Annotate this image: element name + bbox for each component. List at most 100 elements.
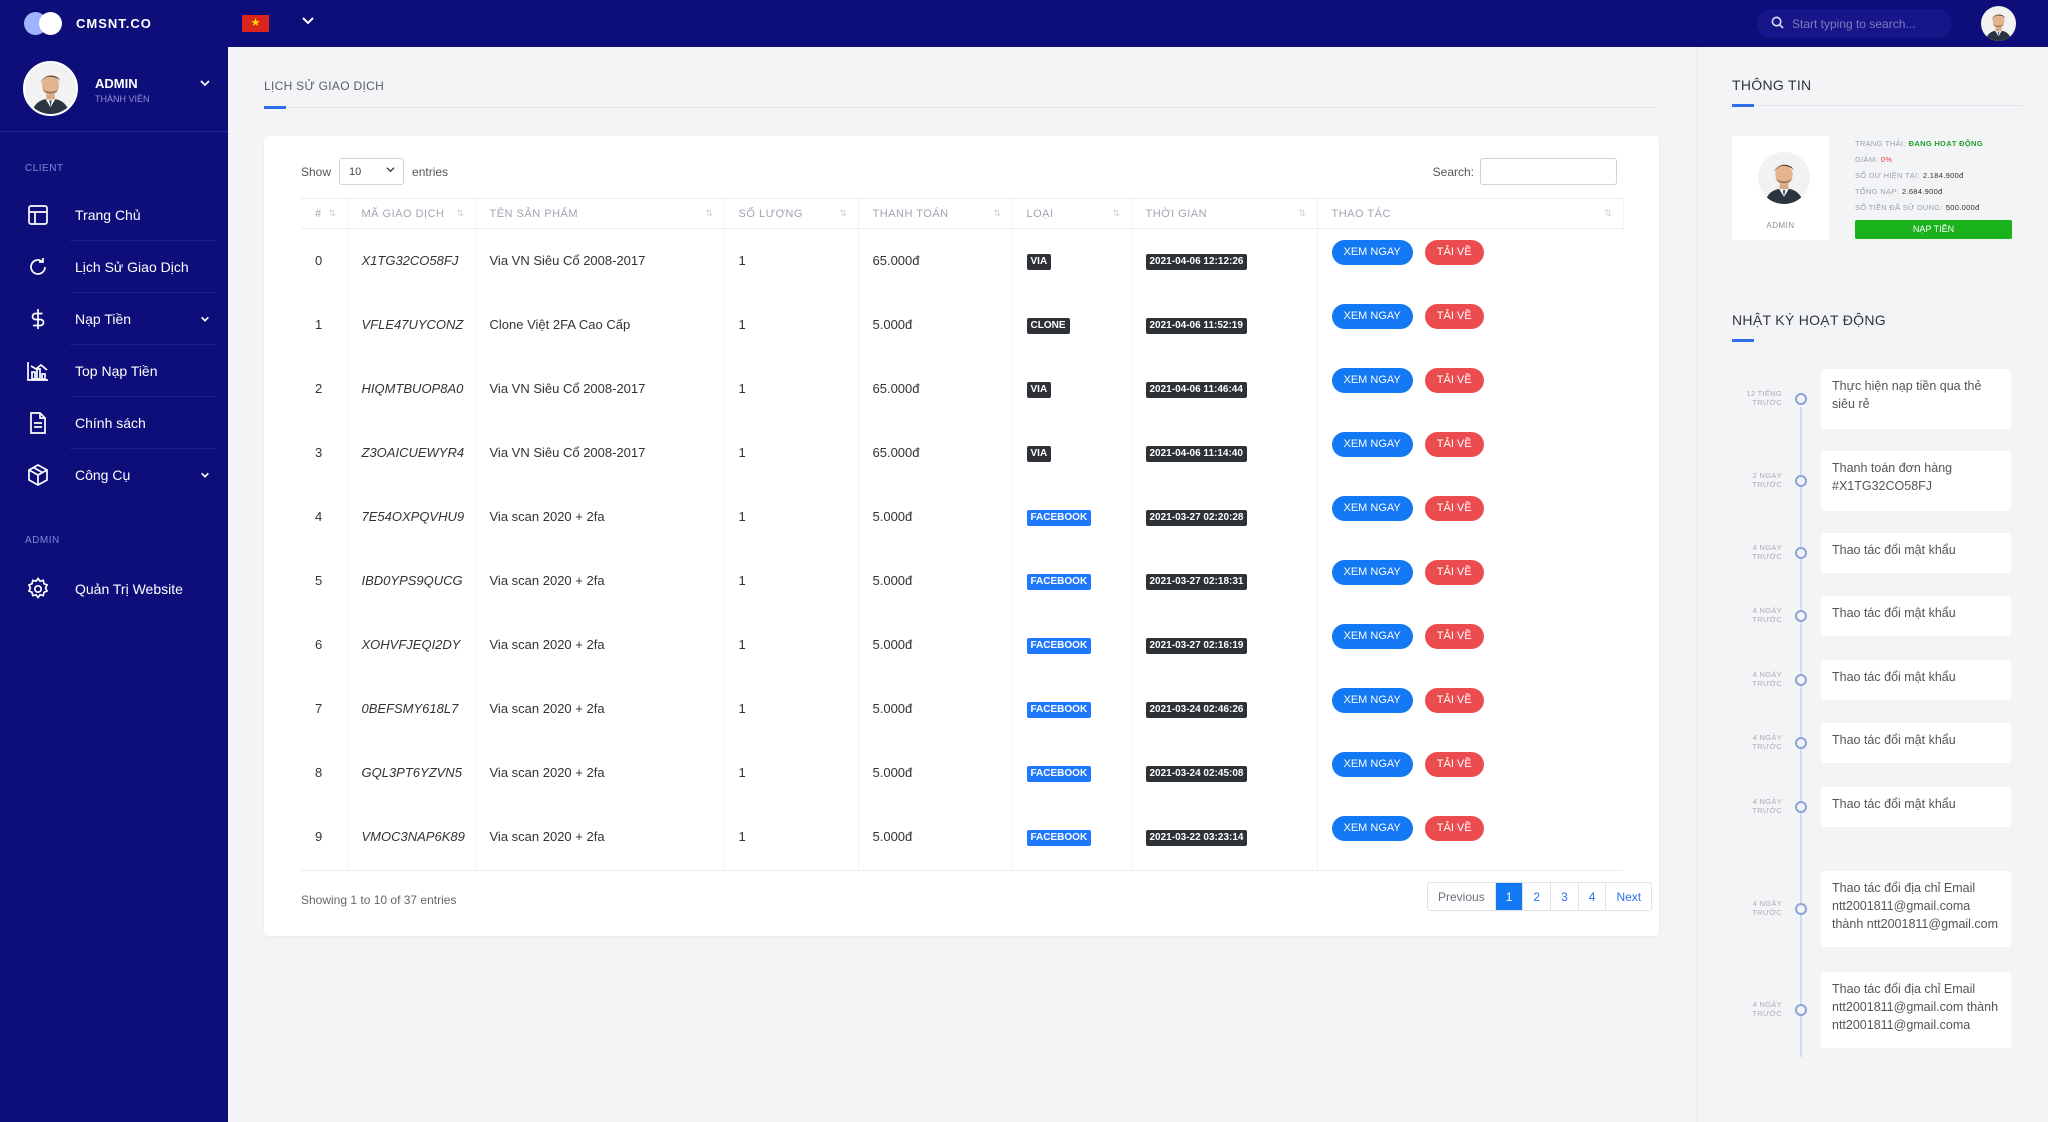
payment-amount: 65.000đ	[858, 420, 1013, 485]
sidebar: ADMIN THÀNH VIÊN CLIENT Trang Chủ Lịch S…	[0, 47, 228, 1122]
language-chevron-down-icon[interactable]	[300, 13, 316, 34]
pagination-previous[interactable]: Previous	[1428, 883, 1496, 910]
sort-icon: ⇅	[993, 208, 1002, 218]
type-cell: VIA	[1012, 420, 1132, 485]
entries-select[interactable]: 10	[339, 158, 405, 185]
pagination-page-2[interactable]: 2	[1523, 883, 1552, 910]
column-header[interactable]: THỜI GIAN ⇅	[1131, 198, 1318, 229]
type-badge: VIA	[1026, 253, 1052, 270]
download-button[interactable]: TẢI VỀ	[1424, 752, 1484, 777]
pagination-page-4[interactable]: 4	[1579, 883, 1607, 910]
global-search-input[interactable]	[1792, 16, 1942, 31]
activity-log-title: NHẬT KÝ HOẠT ĐỘNG	[1732, 312, 1886, 328]
sidebar-item-policy[interactable]: Chính sách	[0, 397, 228, 449]
product-name: Via scan 2020 + 2fa	[475, 804, 725, 869]
transaction-code: VFLE47UYCONZ	[347, 292, 476, 357]
sort-icon: ⇅	[456, 208, 465, 218]
download-button[interactable]: TẢI VỀ	[1424, 368, 1484, 393]
column-header[interactable]: THANH TOÁN ⇅	[858, 198, 1013, 229]
sidebar-item-tools[interactable]: Công Cụ	[0, 449, 228, 501]
type-cell: FACEBOOK	[1012, 804, 1132, 869]
table-info: Showing 1 to 10 of 37 entries	[301, 893, 457, 907]
download-button[interactable]: TẢI VỀ	[1424, 304, 1484, 329]
actions-cell: XEM NGAY TẢI VỀ	[1317, 677, 1623, 741]
vietnam-flag-icon[interactable]: ★	[242, 15, 269, 32]
sidebar-item-transaction-history[interactable]: Lịch Sử Giao Dịch	[0, 241, 228, 293]
time-cell: 2021-03-24 02:45:08	[1131, 740, 1318, 805]
view-now-button[interactable]: XEM NGAY	[1331, 560, 1413, 585]
column-header[interactable]: # ⇅	[301, 198, 348, 229]
document-icon	[26, 411, 50, 435]
activity-text: Thao tác đổi mật khẩu	[1821, 723, 2011, 763]
table-search-input[interactable]	[1480, 158, 1617, 185]
column-header[interactable]: THAO TÁC ⇅	[1317, 198, 1624, 229]
user-avatar[interactable]	[1981, 6, 2016, 41]
time-cell: 2021-03-27 02:20:28	[1131, 484, 1318, 549]
view-now-button[interactable]: XEM NGAY	[1331, 304, 1413, 329]
activity-text: Thanh toán đơn hàng #X1TG32CO58FJ	[1821, 451, 2011, 511]
sidebar-user-profile[interactable]: ADMIN THÀNH VIÊN	[23, 61, 213, 121]
global-search	[1757, 9, 1952, 38]
transaction-code: 0BEFSMY618L7	[347, 676, 476, 741]
download-button[interactable]: TẢI VỀ	[1424, 624, 1484, 649]
sidebar-item-top-topup[interactable]: Top Nạp Tiền	[0, 345, 228, 397]
user-role: THÀNH VIÊN	[95, 94, 150, 104]
column-header[interactable]: LOẠI ⇅	[1012, 198, 1132, 229]
transaction-code: XOHVFJEQI2DY	[347, 612, 476, 677]
bar-chart-icon	[26, 359, 50, 383]
product-name: Via VN Siêu Cổ 2008-2017	[475, 228, 725, 293]
row-index: 5	[301, 548, 348, 613]
view-now-button[interactable]: XEM NGAY	[1331, 368, 1413, 393]
view-now-button[interactable]: XEM NGAY	[1331, 816, 1413, 841]
topup-button[interactable]: NẠP TIỀN	[1855, 220, 2012, 239]
gear-icon	[26, 577, 50, 601]
chevron-down-icon	[200, 468, 210, 483]
product-name: Via scan 2020 + 2fa	[475, 740, 725, 805]
search-icon	[1771, 16, 1784, 32]
timeline-axis	[1800, 407, 1802, 1057]
download-button[interactable]: TẢI VỀ	[1424, 496, 1484, 521]
download-button[interactable]: TẢI VỀ	[1424, 432, 1484, 457]
time-cell: 2021-04-06 11:14:40	[1131, 420, 1318, 485]
quantity: 1	[724, 484, 859, 549]
title-accent	[1732, 339, 1754, 342]
pagination-next[interactable]: Next	[1616, 889, 1642, 904]
view-now-button[interactable]: XEM NGAY	[1331, 624, 1413, 649]
download-button[interactable]: TẢI VỀ	[1424, 816, 1484, 841]
sidebar-item-label: Quản Trị Website	[75, 581, 183, 597]
column-header[interactable]: TÊN SẢN PHẨM ⇅	[475, 198, 725, 229]
time-cell: 2021-04-06 11:52:19	[1131, 292, 1318, 357]
activity-text: Thao tác đổi mật khẩu	[1821, 596, 2011, 636]
logo-icon	[24, 12, 66, 35]
sort-icon: ⇅	[839, 208, 848, 218]
status-row: TRẠNG THÁI: ĐANG HOẠT ĐỘNG	[1855, 139, 1983, 148]
download-button[interactable]: TẢI VỀ	[1424, 560, 1484, 585]
sidebar-item-topup[interactable]: Nạp Tiền	[0, 293, 228, 345]
view-now-button[interactable]: XEM NGAY	[1331, 752, 1413, 777]
brand-name: CMSNT.CO	[76, 16, 152, 31]
column-header[interactable]: MÃ GIAO DỊCH ⇅	[347, 198, 476, 229]
view-now-button[interactable]: XEM NGAY	[1331, 496, 1413, 521]
brand-logo[interactable]: CMSNT.CO	[24, 12, 152, 35]
transactions-card: Show 10 entries Search: # ⇅ MÃ GIAO DỊCH ⇅ T…	[264, 136, 1659, 936]
download-button[interactable]: TẢI VỀ	[1424, 240, 1484, 266]
table-row: 9 VMOC3NAP6K89 Via scan 2020 + 2fa 1 5.000đ F…	[301, 804, 1623, 869]
download-button[interactable]: TẢI VỀ	[1424, 688, 1484, 713]
pagination-page-1[interactable]: 1	[1495, 883, 1524, 910]
view-now-button[interactable]: XEM NGAY	[1331, 240, 1413, 266]
column-header[interactable]: SỐ LƯỢNG ⇅	[724, 198, 859, 229]
length-label-pre: Show	[301, 164, 332, 179]
chevron-down-icon[interactable]	[199, 76, 211, 92]
actions-cell: XEM NGAY TẢI VỀ	[1317, 485, 1623, 549]
view-now-button[interactable]: XEM NGAY	[1331, 688, 1413, 713]
pagination-page-3[interactable]: 3	[1551, 883, 1579, 910]
table-row: 1 VFLE47UYCONZ Clone Việt 2FA Cao Cấp 1 5.00…	[301, 292, 1623, 357]
sidebar-item-home[interactable]: Trang Chủ	[0, 189, 228, 241]
sidebar-item-site-admin[interactable]: Quản Trị Website	[0, 563, 228, 615]
type-badge: FACEBOOK	[1026, 765, 1092, 782]
view-now-button[interactable]: XEM NGAY	[1331, 432, 1413, 457]
product-name: Clone Việt 2FA Cao Cấp	[475, 292, 725, 357]
product-name: Via scan 2020 + 2fa	[475, 612, 725, 677]
activity-text: Thao tác đổi mật khẩu	[1821, 533, 2011, 573]
type-badge: FACEBOOK	[1026, 829, 1092, 846]
